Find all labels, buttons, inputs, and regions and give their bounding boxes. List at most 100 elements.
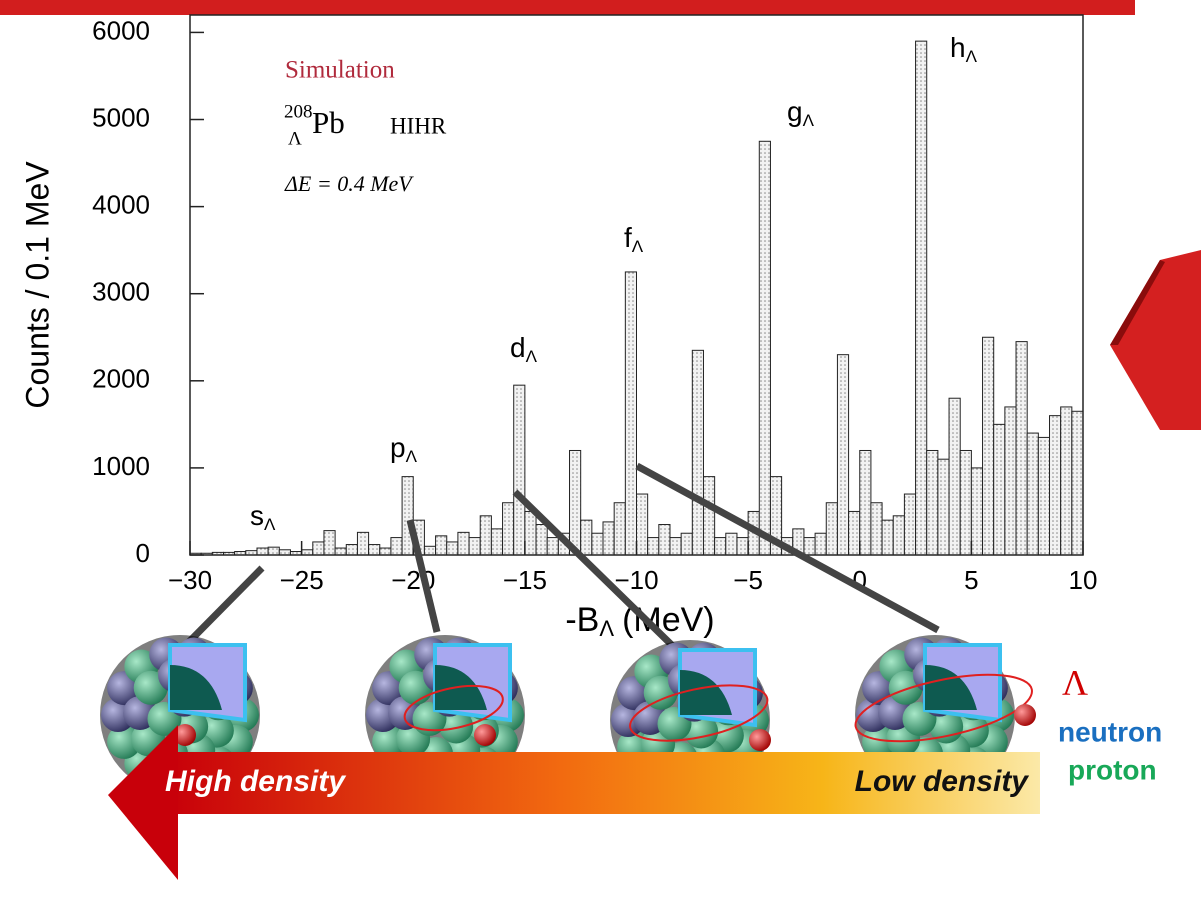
density-arrowhead <box>108 725 178 880</box>
bar <box>468 537 481 556</box>
core <box>925 665 977 710</box>
low-density: Low density <box>855 765 1030 798</box>
peak-label-main: p <box>390 432 406 463</box>
bar <box>1060 406 1073 556</box>
bar <box>624 271 638 556</box>
bar <box>1015 341 1028 556</box>
bar <box>356 531 370 556</box>
bar <box>691 349 704 556</box>
bar <box>647 537 660 556</box>
illustrations <box>100 462 1036 800</box>
bar <box>479 515 492 556</box>
bar <box>401 476 414 556</box>
bar <box>959 449 972 556</box>
bar <box>334 547 347 556</box>
connector <box>512 489 685 658</box>
bar <box>423 545 437 556</box>
bar <box>636 493 649 556</box>
y-tick-label: 4000 <box>92 189 150 219</box>
orbit <box>403 684 504 732</box>
bar <box>725 532 738 556</box>
inset-resolution: ΔE = 0.4 MeV <box>284 171 414 196</box>
bar <box>390 537 403 556</box>
lambda-particle <box>1014 704 1036 726</box>
bar <box>714 537 727 556</box>
bar <box>1071 410 1084 556</box>
inset-mass: 208 <box>284 101 313 122</box>
bar <box>836 354 850 556</box>
peak-label-main: h <box>950 32 966 63</box>
density-bar <box>170 752 1040 814</box>
peak-label-main: d <box>510 332 526 363</box>
side-chevron <box>1110 250 1201 430</box>
bar <box>870 502 883 556</box>
peak-label-sub: Λ <box>803 111 815 130</box>
peak-label-sub: Λ <box>406 447 418 466</box>
bar <box>825 502 838 556</box>
inset-simulation: Simulation <box>285 57 395 84</box>
bar <box>457 531 470 556</box>
y-tick-label: 0 <box>136 538 150 568</box>
bar <box>848 510 861 556</box>
peak-label: gΛ <box>787 96 815 130</box>
lambda-particle <box>749 729 771 751</box>
y-axis-label: Counts / 0.1 MeV <box>19 161 55 409</box>
core <box>170 665 222 710</box>
lambda-particle <box>174 724 196 746</box>
bar <box>490 528 504 556</box>
bar <box>658 524 671 556</box>
bar <box>524 510 537 556</box>
side-chevron-edge <box>1110 260 1165 345</box>
peak-label: dΛ <box>510 332 538 366</box>
bar <box>323 530 336 556</box>
bar <box>256 547 269 556</box>
inset-experiment: HIHR <box>390 113 447 138</box>
bar <box>993 423 1006 556</box>
bar <box>301 549 314 556</box>
bar <box>312 541 325 556</box>
bar <box>569 449 582 556</box>
bar <box>1026 432 1039 556</box>
bar <box>803 537 816 556</box>
bar <box>680 532 693 556</box>
peak-label-sub: Λ <box>526 347 538 366</box>
nucleon <box>439 709 474 744</box>
legend-proton: proton <box>1068 754 1157 785</box>
bar <box>669 537 682 556</box>
inset-nucleus: Pb <box>312 105 345 140</box>
peak-label-main: s <box>250 500 264 531</box>
bar <box>379 547 392 556</box>
bar <box>702 476 716 556</box>
x-axis-label-sub: Λ <box>599 616 614 641</box>
peak-label: sΛ <box>250 500 276 534</box>
y-tick-label: 6000 <box>92 15 150 45</box>
bar <box>267 546 280 556</box>
x-tick-label: −10 <box>614 565 658 595</box>
y-tick-label: 2000 <box>92 364 150 394</box>
legend-lambda: Λ <box>1062 662 1088 702</box>
bar <box>814 532 827 556</box>
bar <box>926 449 939 556</box>
bar <box>903 493 917 556</box>
bar <box>613 502 626 556</box>
bar <box>602 521 615 556</box>
inset-hyperon: Λ <box>288 128 302 149</box>
bar <box>736 537 749 556</box>
orbit <box>854 673 1033 743</box>
bar <box>970 467 984 556</box>
bar <box>915 40 928 556</box>
x-axis-label-main: -B <box>565 601 599 639</box>
bar <box>937 458 950 556</box>
bar <box>446 541 459 556</box>
bar <box>892 515 905 556</box>
y-tick-label: 5000 <box>92 102 150 132</box>
bar <box>580 519 593 556</box>
y-tick-label: 3000 <box>92 277 150 307</box>
peak-label: fΛ <box>624 222 644 256</box>
bar <box>982 336 995 556</box>
lambda-particle <box>474 724 496 746</box>
bar <box>948 397 961 556</box>
y-tick-label: 1000 <box>92 451 150 481</box>
